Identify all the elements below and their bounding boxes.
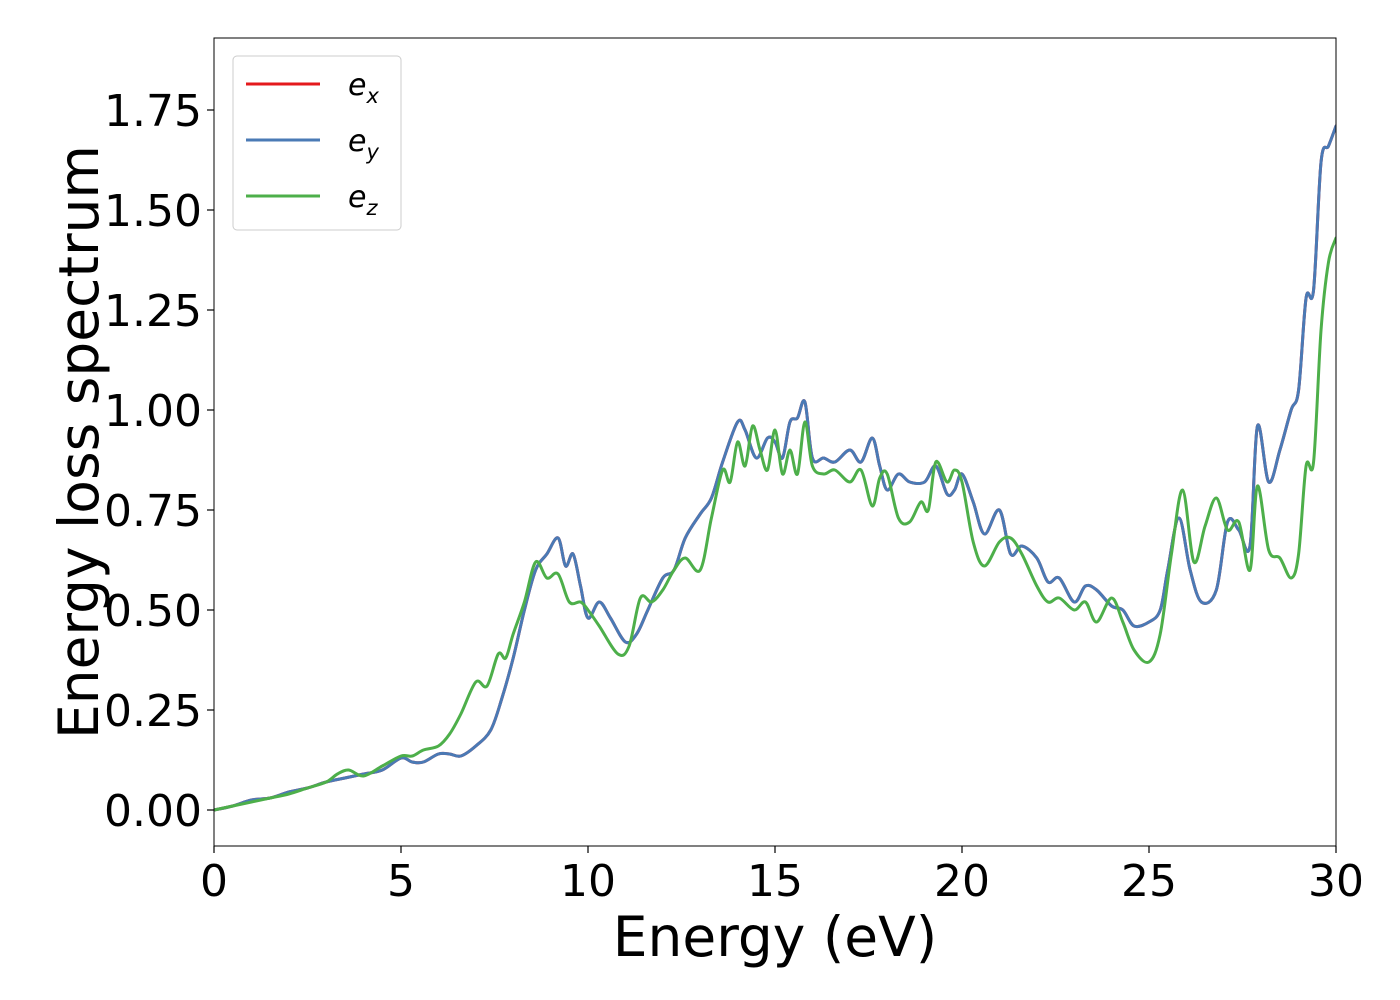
x-tick-label: 25 [1121, 856, 1177, 907]
x-tick-label: 30 [1308, 856, 1364, 907]
legend-label-y: ey [348, 124, 379, 164]
y-tick-label: 1.25 [104, 286, 202, 337]
ticks-layer: 0 5 10 15 20 25 30 0.00 0.25 0.50 0.75 1.00 1.25 1.50… [104, 86, 1364, 907]
y-tick-label: 0.75 [104, 486, 202, 537]
series-line-y [214, 124, 1336, 812]
x-tick-label: 5 [387, 856, 415, 907]
x-tick-label: 0 [200, 856, 228, 907]
x-tick-label: 15 [747, 856, 803, 907]
series-layer [214, 124, 1336, 812]
y-axis-label: Energy loss spectrum [47, 145, 111, 739]
legend-box [232, 55, 402, 231]
legend-label-x: ex [348, 68, 379, 108]
x-tick-label: 20 [934, 856, 990, 907]
legend-subscript: y [365, 140, 379, 164]
x-axis-label: Energy (eV) [613, 905, 937, 969]
y-tick-label: 0.00 [104, 786, 202, 837]
y-tick-label: 0.50 [104, 586, 202, 637]
y-tick-label: 1.75 [104, 86, 202, 137]
y-tick-label: 1.00 [104, 386, 202, 437]
legend-subscript: z [365, 196, 378, 220]
y-tick-label: 1.50 [104, 186, 202, 237]
y-tick-label: 0.25 [104, 686, 202, 737]
series-line-z [214, 236, 1336, 812]
legend-subscript: x [365, 84, 379, 108]
x-tick-label: 10 [560, 856, 616, 907]
